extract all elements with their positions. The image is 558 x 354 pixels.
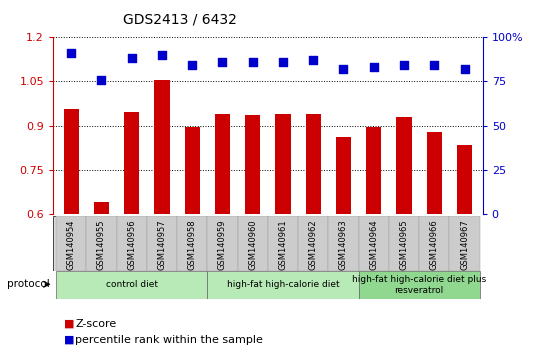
Bar	[366, 127, 381, 214]
Bar	[276, 114, 291, 214]
Text: GSM140963: GSM140963	[339, 219, 348, 270]
Bar	[117, 216, 147, 271]
Bar	[124, 113, 140, 214]
Bar	[208, 271, 359, 299]
Point	[218, 59, 227, 65]
Text: ■: ■	[64, 319, 75, 329]
Bar	[208, 216, 238, 271]
Bar	[268, 216, 298, 271]
Bar	[419, 216, 449, 271]
Text: GSM140961: GSM140961	[278, 219, 287, 270]
Text: GSM140965: GSM140965	[400, 219, 408, 270]
Point	[309, 57, 318, 63]
Text: GSM140958: GSM140958	[187, 219, 197, 270]
Point	[430, 63, 439, 68]
Bar	[457, 145, 472, 214]
Bar	[306, 114, 321, 214]
Bar	[389, 216, 419, 271]
Text: GSM140967: GSM140967	[460, 219, 469, 270]
Text: protocol: protocol	[7, 279, 50, 289]
Bar	[427, 132, 442, 214]
Text: GDS2413 / 6432: GDS2413 / 6432	[123, 12, 237, 27]
Text: GSM140962: GSM140962	[309, 219, 318, 270]
Bar	[328, 216, 359, 271]
Text: control diet: control diet	[105, 280, 158, 290]
Bar	[238, 216, 268, 271]
Point	[97, 77, 106, 82]
Bar	[185, 127, 200, 214]
Bar	[359, 271, 480, 299]
Text: GSM140955: GSM140955	[97, 219, 106, 270]
Bar	[147, 216, 177, 271]
Point	[339, 66, 348, 72]
Point	[278, 59, 287, 65]
Text: GSM140954: GSM140954	[66, 219, 76, 270]
Point	[400, 63, 408, 68]
Point	[67, 50, 76, 56]
Bar	[298, 216, 328, 271]
Bar	[245, 115, 260, 214]
Bar	[94, 202, 109, 214]
Bar	[64, 109, 79, 214]
Text: percentile rank within the sample: percentile rank within the sample	[75, 335, 263, 345]
Point	[157, 52, 166, 58]
Text: GSM140964: GSM140964	[369, 219, 378, 270]
Bar	[86, 216, 117, 271]
Text: GSM140966: GSM140966	[430, 219, 439, 270]
Text: GSM140957: GSM140957	[157, 219, 166, 270]
Point	[248, 59, 257, 65]
Bar	[449, 216, 480, 271]
Point	[369, 64, 378, 70]
Point	[187, 63, 196, 68]
Text: GSM140959: GSM140959	[218, 219, 227, 270]
Bar	[177, 216, 208, 271]
Bar	[56, 271, 208, 299]
Bar	[215, 114, 230, 214]
Point	[127, 56, 136, 61]
Text: high-fat high-calorie diet: high-fat high-calorie diet	[227, 280, 339, 290]
Bar	[155, 80, 170, 214]
Bar	[336, 137, 351, 214]
Text: GSM140960: GSM140960	[248, 219, 257, 270]
Text: Z-score: Z-score	[75, 319, 117, 329]
Text: GSM140956: GSM140956	[127, 219, 136, 270]
Bar	[56, 216, 86, 271]
Bar	[359, 216, 389, 271]
Point	[460, 66, 469, 72]
Text: ■: ■	[64, 335, 75, 345]
Text: high-fat high-calorie diet plus
resveratrol: high-fat high-calorie diet plus resverat…	[352, 275, 486, 295]
Bar	[396, 117, 412, 214]
